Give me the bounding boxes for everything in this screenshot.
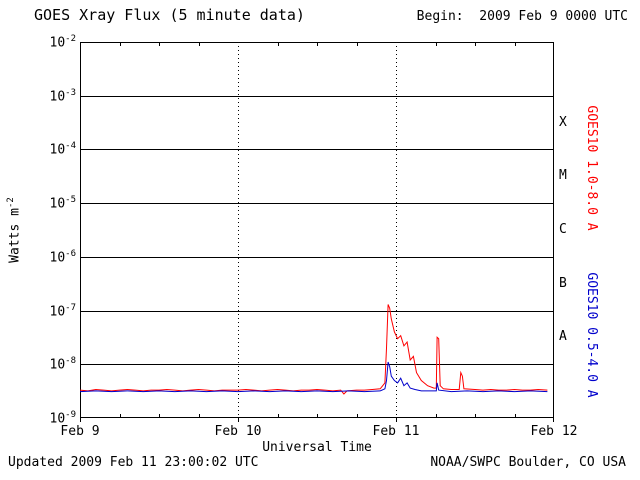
attribution: NOAA/SWPC Boulder, CO USA [430,455,626,470]
y-tick-mantissa: 10 [49,303,66,319]
y-tick-mantissa: 10 [49,35,66,51]
series-line-1 [79,361,548,393]
y-tick-mantissa: 10 [49,411,66,427]
flare-class-label: M [559,168,567,184]
flare-class-label: A [559,329,567,345]
y-tick-exponent: -9 [65,410,76,420]
plot-area [79,42,554,422]
flare-class-label: X [559,114,567,130]
x-axis-title: Universal Time [262,440,372,455]
y-tick-label: 10-3 [26,87,77,105]
y-tick-exponent: -6 [65,248,76,259]
begin-timestamp-label: Begin: 2009 Feb 9 0000 UTC [416,9,628,24]
y-tick-label: 10-7 [26,302,77,319]
y-tick-label: 10-5 [26,195,77,212]
flare-class-label: C [559,222,567,237]
y-tick-exponent: -7 [65,302,76,313]
x-tick-label: Feb 10 [214,424,262,439]
updated-timestamp: Updated 2009 Feb 11 23:00:02 UTC [8,455,259,470]
y-tick-exponent: -5 [65,195,76,206]
y-tick-label: 10-8 [26,356,77,373]
y-tick-exponent: -2 [65,34,76,44]
x-tick-label: Feb 12 [530,424,578,439]
x-tick-label: Feb 11 [372,424,420,439]
series-label-short-channel: GOES10 0.5-4.0 A [584,272,599,398]
y-axis-title-exponent: -2 [6,197,16,209]
y-tick-label: 10-9 [26,410,77,427]
chart-title: GOES Xray Flux (5 minute data) [34,6,305,24]
y-tick-label: 10-4 [26,141,77,158]
flare-class-label: B [559,275,567,291]
series-label-long-channel: GOES10 1.0-8.0 A [584,105,599,231]
y-tick-label: 10-2 [26,34,77,51]
y-tick-label: 10-6 [26,248,77,266]
y-tick-mantissa: 10 [49,250,66,266]
y-tick-mantissa: 10 [49,196,66,212]
y-tick-mantissa: 10 [49,89,66,105]
x-tick-label: Feb 9 [60,424,100,439]
y-tick-mantissa: 10 [49,142,66,158]
y-tick-exponent: -4 [65,141,76,152]
y-tick-exponent: -3 [65,87,76,98]
y-tick-exponent: -8 [65,356,76,367]
series-line-0 [79,304,548,395]
y-axis-title-base: Watts m [7,208,23,263]
plot-frame [80,42,554,418]
y-axis-title: Watts m-2 [6,185,22,275]
y-tick-mantissa: 10 [49,357,66,373]
